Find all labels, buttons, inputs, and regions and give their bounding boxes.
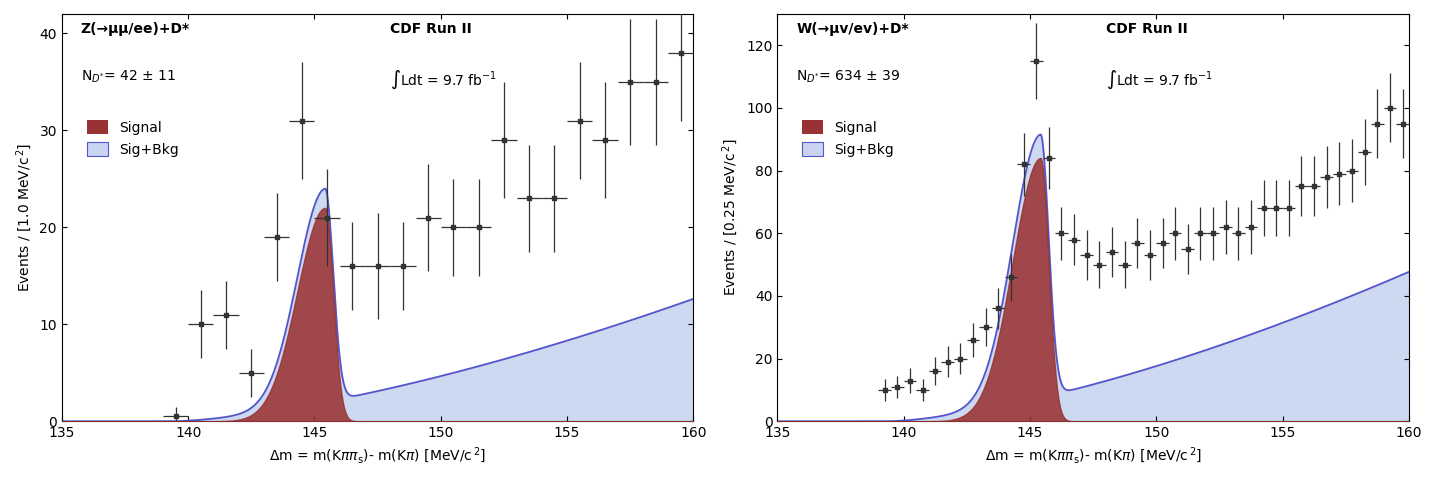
Y-axis label: Events / [0.25 MeV/c$^{\,2}$]: Events / [0.25 MeV/c$^{\,2}$]: [721, 139, 741, 296]
Text: N$_{D^{*}}$= 42 $\pm$ 11: N$_{D^{*}}$= 42 $\pm$ 11: [80, 69, 177, 85]
Text: CDF Run II: CDF Run II: [391, 22, 472, 36]
Legend: Signal, Sig+Bkg: Signal, Sig+Bkg: [797, 115, 899, 162]
Text: N$_{D^{*}}$= 634 $\pm$ 39: N$_{D^{*}}$= 634 $\pm$ 39: [796, 69, 900, 85]
X-axis label: $\Delta$m = m(K$\pi\pi_{\rm s}$)- m(K$\pi$) [MeV/c$^{\,2}$]: $\Delta$m = m(K$\pi\pi_{\rm s}$)- m(K$\p…: [269, 446, 487, 466]
Text: Z(→μμ/ee)+D*: Z(→μμ/ee)+D*: [80, 22, 190, 36]
Y-axis label: Events / [1.0 MeV/c$^{\,2}$]: Events / [1.0 MeV/c$^{\,2}$]: [14, 143, 34, 292]
Text: CDF Run II: CDF Run II: [1106, 22, 1188, 36]
Text: $\int$Ldt = 9.7 fb$^{-1}$: $\int$Ldt = 9.7 fb$^{-1}$: [1106, 69, 1213, 91]
Legend: Signal, Sig+Bkg: Signal, Sig+Bkg: [82, 115, 184, 162]
Text: $\int$Ldt = 9.7 fb$^{-1}$: $\int$Ldt = 9.7 fb$^{-1}$: [391, 69, 497, 91]
Text: W(→μv/ev)+D*: W(→μv/ev)+D*: [796, 22, 909, 36]
X-axis label: $\Delta$m = m(K$\pi\pi_{\rm s}$)- m(K$\pi$) [MeV/c$^{\,2}$]: $\Delta$m = m(K$\pi\pi_{\rm s}$)- m(K$\p…: [985, 446, 1202, 466]
